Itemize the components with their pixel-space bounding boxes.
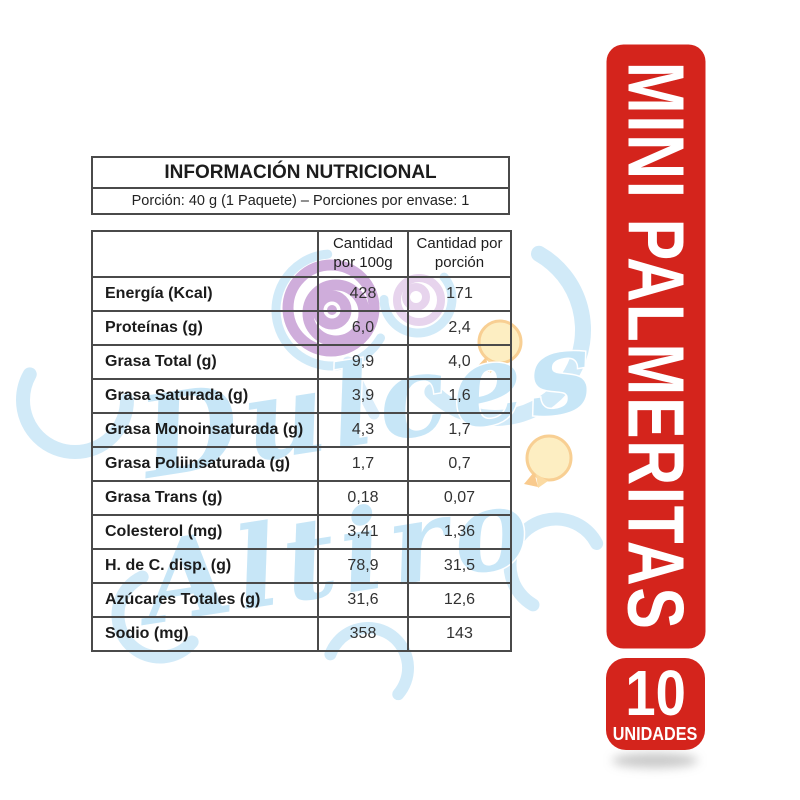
row-label: Proteínas (g): [91, 310, 319, 346]
row-label: Grasa Total (g): [91, 344, 319, 380]
row-value-portion: 31,5: [407, 548, 512, 584]
table-row: Grasa Saturada (g) 3,9 1,6: [91, 378, 512, 414]
table-row: Colesterol (mg) 3,41 1,36: [91, 514, 512, 550]
table-row: Grasa Total (g) 9,9 4,0: [91, 344, 512, 380]
row-label: Grasa Monoinsaturada (g): [91, 412, 319, 448]
row-value-100g: 4,3: [317, 412, 409, 448]
units-number: 10: [625, 656, 686, 729]
empty-header-cell: [91, 230, 319, 278]
blue-ring-icon: [503, 512, 609, 618]
serving-info: Porción: 40 g (1 Paquete) – Porciones po…: [131, 193, 470, 209]
row-value-portion: 1,6: [407, 378, 512, 414]
row-label: H. de C. disp. (g): [91, 548, 319, 584]
row-label: Energía (Kcal): [91, 276, 319, 312]
nutrition-panel-header: INFORMACIÓN NUTRICIONAL Porción: 40 g (1…: [91, 156, 510, 215]
row-value-portion: 0,7: [407, 446, 512, 482]
row-value-100g: 1,7: [317, 446, 409, 482]
row-value-portion: 143: [407, 616, 512, 652]
row-value-portion: 2,4: [407, 310, 512, 346]
side-banner: MINI PALMERITAS: [606, 44, 705, 648]
row-value-100g: 428: [317, 276, 409, 312]
row-value-portion: 4,0: [407, 344, 512, 380]
table-row: Proteínas (g) 6,0 2,4: [91, 310, 512, 346]
units-label: UNIDADES: [613, 724, 698, 745]
table-row: Azúcares Totales (g) 31,6 12,6: [91, 582, 512, 618]
row-value-100g: 31,6: [317, 582, 409, 618]
badge-shadow: [612, 753, 698, 768]
row-value-portion: 12,6: [407, 582, 512, 618]
row-value-100g: 9,9: [317, 344, 409, 380]
row-label: Grasa Saturada (g): [91, 378, 319, 414]
row-value-100g: 78,9: [317, 548, 409, 584]
row-label: Colesterol (mg): [91, 514, 319, 550]
page-title: INFORMACIÓN NUTRICIONAL: [93, 158, 508, 189]
row-value-100g: 3,9: [317, 378, 409, 414]
row-label: Sodio (mg): [91, 616, 319, 652]
table-row: Grasa Poliinsaturada (g) 1,7 0,7: [91, 446, 512, 482]
table-row: Grasa Trans (g) 0,18 0,07: [91, 480, 512, 516]
nutrition-table: Cantidad por 100g Cantidad por porción E…: [91, 230, 512, 652]
row-value-portion: 1,7: [407, 412, 512, 448]
units-badge: 10 UNIDADES: [606, 658, 705, 750]
table-row: Energía (Kcal) 428 171: [91, 276, 512, 312]
row-value-100g: 0,18: [317, 480, 409, 516]
row-label: Grasa Poliinsaturada (g): [91, 446, 319, 482]
product-name-vertical: MINI PALMERITAS: [611, 61, 701, 631]
row-value-100g: 358: [317, 616, 409, 652]
table-header-row: Cantidad por 100g Cantidad por porción: [91, 230, 512, 278]
column-header-per-100g: Cantidad por 100g: [317, 230, 409, 278]
row-value-100g: 6,0: [317, 310, 409, 346]
balloon-icon: [524, 434, 573, 488]
row-value-portion: 171: [407, 276, 512, 312]
table-row: Grasa Monoinsaturada (g) 4,3 1,7: [91, 412, 512, 448]
row-value-portion: 0,07: [407, 480, 512, 516]
row-value-100g: 3,41: [317, 514, 409, 550]
column-header-per-portion: Cantidad por porción: [407, 230, 512, 278]
table-row: H. de C. disp. (g) 78,9 31,5: [91, 548, 512, 584]
row-label: Grasa Trans (g): [91, 480, 319, 516]
table-row: Sodio (mg) 358 143: [91, 616, 512, 652]
row-value-portion: 1,36: [407, 514, 512, 550]
row-label: Azúcares Totales (g): [91, 582, 319, 618]
